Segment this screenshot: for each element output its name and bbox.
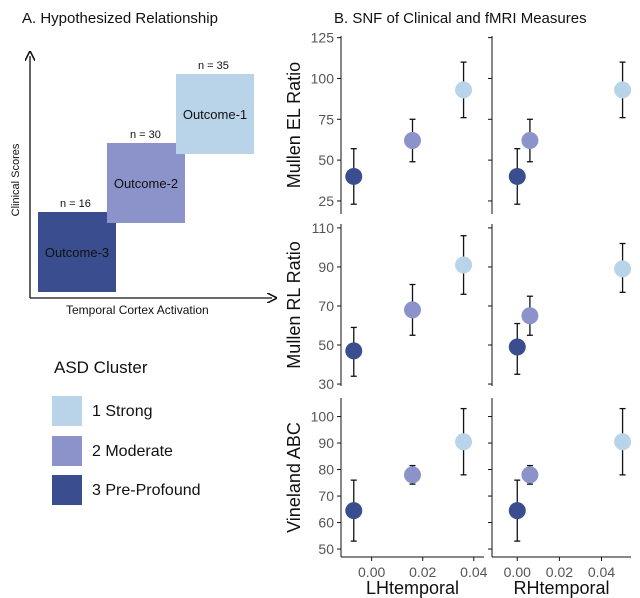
data-point-cluster-3 — [345, 167, 363, 185]
y-tick-label: 90 — [318, 259, 334, 275]
data-point-cluster-1 — [614, 433, 632, 451]
x-tick-label: 0.00 — [358, 564, 385, 580]
data-point-cluster-3 — [508, 167, 526, 185]
legend-label-moderate: 2 Moderate — [92, 443, 173, 460]
y-tick-label: 50 — [318, 152, 334, 168]
x-tick-label: 0.00 — [504, 564, 531, 580]
y-tick-label: 90 — [318, 435, 334, 451]
outcome-1-box: Outcome-1 — [176, 74, 254, 154]
row-label-mullen-rl-ratio: Mullen RL Ratio — [284, 241, 304, 368]
outcome-3-box: Outcome-3 — [38, 212, 116, 292]
y-tick-label: 80 — [318, 462, 334, 478]
y-tick-label: 70 — [318, 298, 334, 314]
x-tick-label: 0.04 — [588, 564, 615, 580]
data-point-cluster-3 — [345, 502, 363, 520]
panel-a-x-label: Temporal Cortex Activation — [66, 303, 209, 317]
panel-b-title: B. SNF of Clinical and fMRI Measures — [334, 10, 587, 27]
legend-swatch-pre-profound — [52, 475, 82, 505]
y-tick-label: 50 — [318, 541, 334, 557]
y-tick-label: 30 — [318, 376, 334, 392]
panel-a-axes — [0, 0, 290, 330]
data-point-cluster-2 — [521, 307, 539, 325]
data-point-cluster-1 — [614, 81, 632, 99]
outcome-2-n: n = 30 — [130, 129, 161, 141]
legend-swatch-moderate — [52, 436, 82, 466]
x-tick-label: 0.04 — [460, 564, 487, 580]
data-point-cluster-3 — [508, 338, 526, 356]
data-point-cluster-2 — [521, 132, 539, 150]
y-tick-label: 60 — [318, 515, 334, 531]
data-point-cluster-2 — [404, 301, 421, 319]
column-label-lhtemporal: LHtemporal — [366, 578, 459, 598]
data-point-cluster-1 — [455, 256, 473, 274]
legend-title: ASD Cluster — [54, 358, 148, 377]
data-point-cluster-3 — [508, 502, 526, 520]
outcome-3-label: Outcome-3 — [44, 244, 110, 260]
column-label-rhtemporal: RHtemporal — [513, 578, 609, 598]
y-tick-label: 125 — [311, 30, 335, 46]
y-tick-label: 100 — [311, 70, 335, 86]
row-label-mullen-el-ratio: Mullen EL Ratio — [284, 62, 304, 188]
data-point-cluster-2 — [521, 466, 539, 484]
y-tick-label: 100 — [311, 409, 335, 425]
outcome-1-n: n = 35 — [198, 60, 229, 72]
data-point-cluster-2 — [404, 132, 421, 150]
y-tick-label: 110 — [312, 220, 335, 236]
x-tick-label: 0.02 — [546, 564, 573, 580]
legend-swatch-strong — [52, 396, 82, 426]
y-tick-label: 25 — [318, 193, 334, 209]
data-point-cluster-3 — [345, 342, 363, 360]
outcome-3-n: n = 16 — [60, 198, 91, 210]
x-tick-label: 0.02 — [409, 564, 436, 580]
data-point-cluster-2 — [404, 466, 421, 484]
outcome-1-label: Outcome-1 — [182, 106, 248, 122]
panel-a-title: A. Hypothesized Relationship — [22, 10, 218, 27]
row-label-vineland-abc: Vineland ABC — [284, 422, 304, 533]
legend-label-strong: 1 Strong — [92, 403, 153, 420]
outcome-2-box: Outcome-2 — [107, 143, 185, 223]
y-tick-label: 50 — [318, 337, 334, 353]
y-tick-label: 75 — [318, 111, 334, 127]
data-point-cluster-1 — [455, 433, 473, 451]
data-point-cluster-1 — [614, 260, 632, 278]
outcome-2-label: Outcome-2 — [113, 175, 179, 191]
legend-label-pre-profound: 3 Pre-Profound — [92, 482, 201, 499]
y-tick-label: 70 — [318, 488, 334, 504]
data-point-cluster-1 — [455, 81, 473, 99]
